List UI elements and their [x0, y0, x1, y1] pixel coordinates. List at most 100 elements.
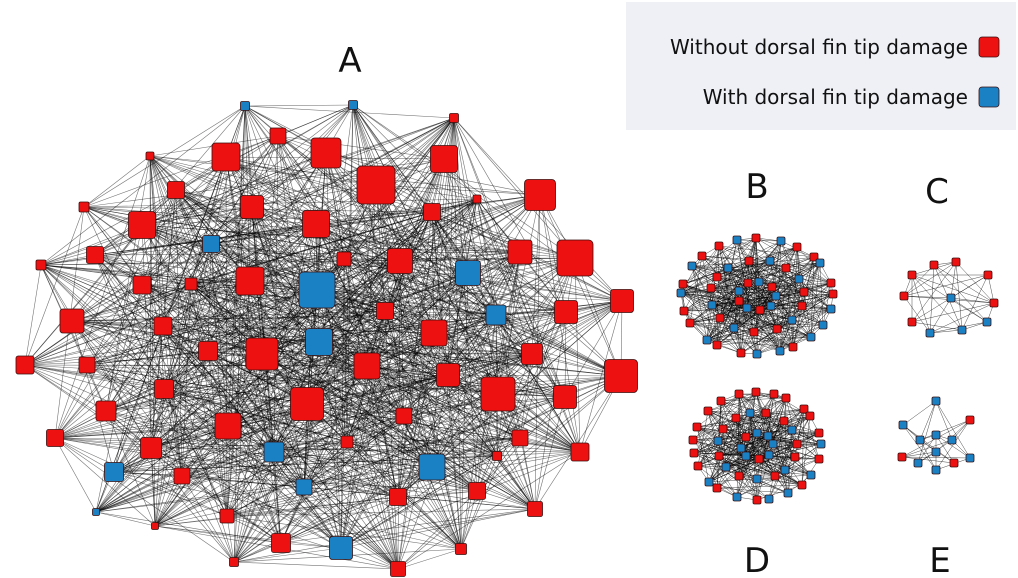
network-a-edge: [303, 437, 521, 488]
network-a-edge: [105, 410, 305, 488]
network-b-edge: [810, 282, 832, 338]
network-a-edge: [71, 206, 253, 322]
network-b-edge: [748, 260, 824, 326]
network-a-node-undamaged: [235, 266, 265, 296]
network-a-edge: [24, 364, 107, 412]
network-b-edge: [727, 237, 757, 269]
network-b-node-damaged: [687, 261, 697, 271]
panel-label-d: D: [744, 541, 770, 578]
network-a-edge: [95, 441, 348, 513]
network-b-edge: [756, 291, 805, 355]
network-d-edge: [717, 440, 740, 477]
network-a-edge: [141, 284, 449, 376]
network-b-edge: [711, 246, 798, 306]
network-a-node-undamaged: [356, 165, 396, 205]
legend-background: [626, 2, 1016, 130]
network-a-edge: [24, 206, 85, 366]
network-a-node-undamaged: [145, 151, 155, 161]
network-b-edge: [711, 260, 750, 306]
network-a-edge: [399, 260, 497, 316]
network-e-node-damaged: [947, 435, 957, 445]
network-b-node-damaged: [676, 288, 686, 298]
network-a-edge: [366, 365, 399, 570]
network-d-edge: [749, 412, 758, 501]
network-d-node-damaged: [721, 462, 731, 472]
network-d-edge: [716, 487, 789, 494]
network-a-edge: [83, 198, 478, 208]
network-a-edge: [495, 314, 581, 453]
network-a-edge: [431, 211, 576, 259]
network-b-edge: [682, 237, 757, 285]
network-a-edge: [277, 135, 469, 274]
network-b-node-undamaged: [697, 251, 707, 261]
network-a-node-undamaged: [553, 385, 577, 409]
network-a-edge: [564, 311, 567, 398]
network-a-edge: [71, 320, 581, 453]
network-d-edge: [756, 420, 785, 434]
network-b-edge: [701, 255, 771, 262]
network-c-node-undamaged: [899, 291, 909, 301]
network-b-edge: [710, 287, 805, 293]
network-a-node-undamaged: [480, 376, 516, 412]
network-b-edge: [719, 286, 773, 319]
network-a-edge: [397, 314, 497, 498]
network-a-edge: [280, 251, 521, 544]
network-a-node-undamaged: [610, 289, 634, 313]
network-b-node-undamaged: [826, 278, 836, 288]
network-e-edge: [901, 456, 971, 459]
network-b-node-damaged: [707, 300, 717, 310]
network-d-edge: [720, 393, 775, 402]
network-c-nodes: [899, 257, 999, 338]
network-a-edge: [141, 135, 279, 226]
network-a-edge: [273, 451, 399, 570]
network-b-edge: [798, 278, 832, 284]
network-a-edge: [227, 425, 399, 570]
network-a-edge: [346, 396, 566, 443]
network-d-edge: [740, 435, 769, 449]
network-d-edge: [718, 443, 798, 457]
network-a-edge: [251, 158, 445, 208]
network-a-edge: [71, 280, 251, 322]
network-a-edge: [54, 403, 308, 439]
network-b-edge: [775, 267, 787, 297]
network-a-edge: [162, 310, 386, 327]
network-d-edge: [696, 412, 767, 428]
network-b-node-damaged: [776, 236, 786, 246]
network-a-edge: [261, 353, 368, 367]
network-e-edge: [919, 419, 971, 441]
network-a-edge: [226, 396, 566, 517]
network-a-edge: [225, 156, 377, 186]
network-b-edge: [689, 305, 803, 324]
network-a-node-undamaged: [140, 437, 162, 459]
network-a-node-undamaged: [173, 467, 191, 485]
network-a-edge: [141, 211, 433, 226]
network-a-edge: [71, 320, 308, 405]
network-d-edge: [787, 429, 793, 494]
network-a-node-undamaged: [524, 179, 556, 211]
network-a-edge: [163, 388, 433, 468]
network-a-edge: [225, 104, 354, 158]
network-e-edge: [901, 439, 953, 458]
network-b-node-damaged: [766, 301, 776, 311]
network-d-node-undamaged: [734, 389, 744, 399]
network-a-edge: [226, 455, 498, 517]
network-d-edge: [696, 426, 738, 498]
network-a-edge: [150, 447, 399, 570]
network-a-node-undamaged: [395, 407, 413, 425]
network-d-edge: [765, 408, 805, 414]
network-a-edge: [403, 415, 536, 510]
network-b-edge: [769, 260, 803, 307]
network-d-edge: [738, 475, 803, 486]
network-a-edge: [190, 260, 401, 285]
legend-swatch-undamaged: [978, 36, 1000, 58]
network-b-edge: [682, 283, 755, 333]
network-a-edge: [244, 105, 386, 312]
network-d-node-damaged: [768, 439, 778, 449]
network-a-edge: [366, 365, 566, 398]
network-a-edge: [397, 393, 499, 498]
network-a-edge: [40, 117, 455, 266]
network-d-edge: [765, 412, 789, 494]
network-a-edge: [226, 496, 399, 517]
network-a-node-undamaged: [35, 259, 47, 271]
network-d-edge: [725, 417, 737, 468]
